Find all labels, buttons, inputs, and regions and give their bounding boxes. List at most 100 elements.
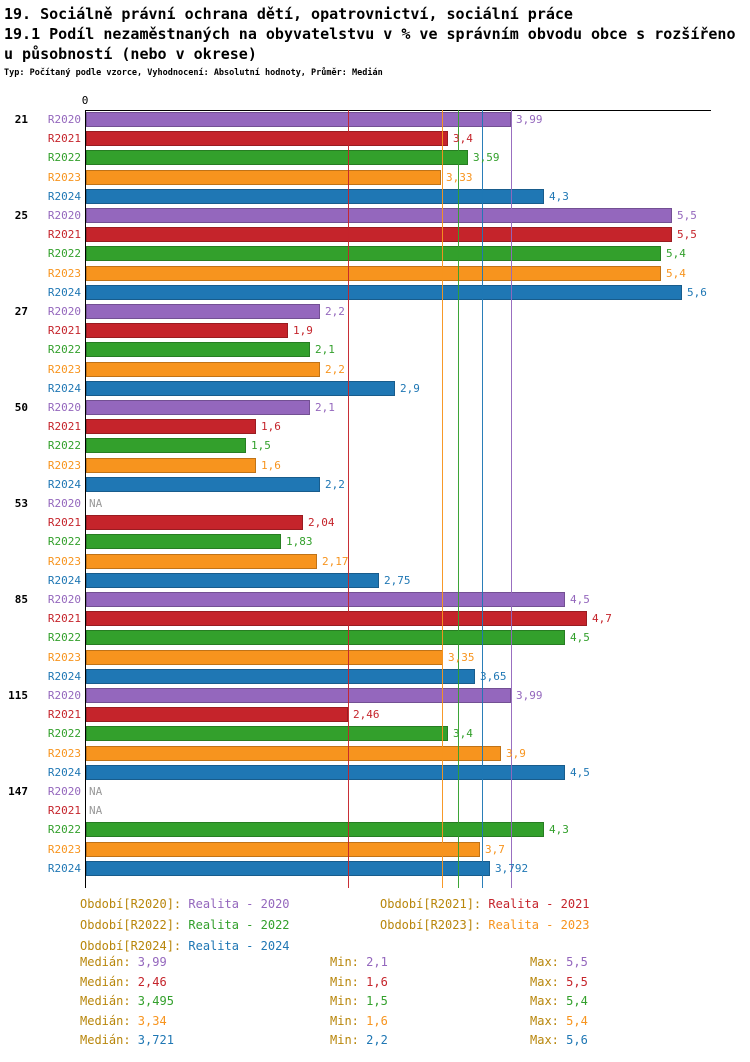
bar (86, 380, 395, 396)
legend-item: Období[R2024]: Realita - 2024 (80, 939, 290, 953)
bar (86, 592, 565, 607)
stat-value: 3,99 (137, 955, 167, 969)
value-label: 3,4 (453, 132, 473, 146)
bar (86, 630, 565, 646)
value-label: 5,5 (677, 209, 697, 222)
year-label: R2021 (47, 804, 81, 818)
value-label: 4,7 (592, 612, 612, 626)
bar (86, 764, 565, 780)
bar (86, 227, 672, 243)
bar (86, 246, 661, 262)
stat-value: 1,5 (366, 994, 388, 1008)
group-label: 27 (14, 305, 28, 318)
value-label: 3,33 (446, 170, 473, 184)
stat-value: 3,721 (137, 1033, 174, 1047)
group-label: 115 (8, 689, 28, 702)
value-label: 3,4 (453, 727, 473, 741)
year-label: R2022 (47, 151, 81, 165)
bar (86, 822, 544, 838)
bar (86, 208, 672, 223)
stat-label: Max: (530, 974, 567, 989)
stat-value: 1,6 (366, 1013, 388, 1028)
median-line (511, 110, 512, 888)
value-label: 4,5 (570, 593, 590, 606)
axis-zero-label: 0 (81, 94, 89, 107)
year-label: R2023 (47, 362, 81, 376)
median-line (348, 110, 349, 888)
bar (86, 841, 480, 857)
stat-value: 5,4 (566, 1013, 588, 1028)
value-label: 3,35 (448, 650, 475, 664)
value-label: 3,99 (516, 113, 543, 126)
stat-value: 5,5 (566, 974, 588, 989)
year-label: R2023 (47, 650, 81, 664)
year-label: R2021 (47, 132, 81, 146)
value-label: 5,5 (677, 228, 697, 242)
group-label: 25 (14, 209, 28, 222)
value-label: 2,1 (315, 343, 335, 357)
median-line (482, 110, 483, 888)
bar (86, 668, 475, 684)
na-label: NA (89, 497, 103, 510)
bar (86, 611, 587, 627)
year-label: R2024 (47, 669, 81, 683)
stat-value: 5,6 (566, 1033, 588, 1047)
stat-label: Medián: (80, 955, 138, 969)
year-label: R2024 (47, 477, 81, 491)
value-label: 4,5 (570, 765, 590, 779)
bar (86, 131, 448, 147)
value-label: 1,6 (261, 420, 281, 434)
legend-key: Období[R2021]: (380, 897, 489, 911)
value-label: 2,2 (325, 477, 345, 491)
stat-value: 1,6 (366, 974, 388, 989)
year-label: R2023 (47, 458, 81, 472)
bar (86, 688, 511, 703)
group-label: 147 (8, 785, 28, 798)
bar (86, 572, 379, 588)
bar (86, 304, 320, 319)
bar (86, 707, 348, 723)
stat-label: Max: (530, 955, 567, 969)
stat-label: Medián: (80, 1013, 138, 1028)
year-label: R2023 (47, 842, 81, 856)
group-label: 50 (14, 401, 28, 414)
bar (86, 323, 288, 339)
stat-value: 3,495 (137, 994, 174, 1008)
value-label: 4,3 (549, 189, 569, 203)
value-label: 2,1 (315, 401, 335, 414)
year-label: R2024 (47, 189, 81, 203)
value-label: 1,6 (261, 458, 281, 472)
na-label: NA (89, 785, 103, 798)
stat-value: 5,5 (566, 955, 588, 969)
year-label: R2021 (47, 612, 81, 626)
legend-item: Období[R2022]: Realita - 2022 (80, 918, 290, 932)
stat-label: Max: (530, 1033, 567, 1047)
value-label: 5,6 (687, 285, 707, 299)
group-label: 53 (14, 497, 28, 510)
bar (86, 649, 443, 665)
bar (86, 112, 511, 127)
indicator-title: 19.1 Podíl nezaměstnaných na obyvatelstv… (4, 25, 736, 43)
stat-label: Min: (330, 1013, 367, 1028)
value-label: 5,4 (666, 266, 686, 280)
stat-median: Medián: 3,721 (80, 1033, 174, 1047)
stat-value: 2,1 (366, 955, 388, 969)
y-axis-line (85, 110, 86, 888)
year-label: R2023 (47, 746, 81, 760)
bar (86, 400, 310, 415)
year-label: R2024 (47, 573, 81, 587)
value-label: 3,99 (516, 689, 543, 702)
legend-value: Realita - 2020 (188, 897, 290, 911)
legend-value: Realita - 2024 (188, 939, 290, 953)
stat-max: Max: 5,4 (530, 994, 588, 1008)
value-label: 2,75 (384, 573, 411, 587)
indicator-title-continued: u působností (nebo v okrese) (4, 45, 257, 63)
stat-label: Max: (530, 1013, 567, 1028)
stat-label: Min: (330, 955, 367, 969)
stat-median: Medián: 3,495 (80, 994, 174, 1008)
year-label: R2021 (47, 516, 81, 530)
bar (86, 745, 501, 761)
stat-label: Medián: (80, 1033, 138, 1047)
value-label: 3,7 (485, 842, 505, 856)
